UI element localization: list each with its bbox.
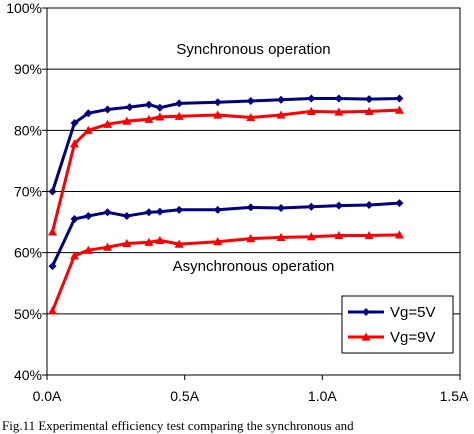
data-point	[306, 106, 316, 115]
data-point	[155, 207, 164, 216]
data-point	[394, 105, 404, 114]
data-point	[365, 95, 374, 104]
gridlines	[47, 68, 460, 315]
data-point	[84, 109, 93, 118]
y-tick-label: 40%	[14, 367, 42, 383]
series-layer	[48, 94, 404, 315]
data-point	[70, 118, 79, 127]
legend: Vg=5V Vg=9V	[341, 295, 454, 354]
annotation-label: Asynchronous operation	[173, 258, 335, 275]
data-point	[48, 227, 58, 236]
data-point	[213, 98, 222, 107]
legend-entry-label: Vg=5V	[390, 304, 435, 321]
y-tick-label: 50%	[14, 306, 42, 322]
data-point	[144, 114, 154, 123]
data-point	[213, 110, 223, 119]
data-point	[334, 201, 343, 210]
y-tick-label: 100%	[6, 0, 42, 16]
data-point	[276, 110, 286, 119]
data-point	[48, 262, 57, 271]
data-point	[365, 200, 374, 209]
data-point	[103, 242, 113, 251]
data-point	[144, 100, 153, 109]
data-point	[125, 103, 134, 112]
x-tick-label: 1.5A	[440, 388, 469, 404]
annotations: Synchronous operation Asynchronous operat…	[173, 41, 335, 275]
series-vg-5v-synchronous	[48, 94, 404, 196]
data-point	[307, 94, 316, 103]
data-point	[174, 111, 184, 120]
data-point	[307, 202, 316, 211]
data-point	[84, 211, 93, 220]
data-point	[103, 105, 112, 114]
data-point	[395, 94, 404, 103]
data-point	[175, 99, 184, 108]
data-point	[213, 205, 222, 214]
data-point	[103, 208, 112, 217]
legend-marker	[362, 308, 370, 316]
data-point	[334, 231, 344, 240]
data-point	[155, 103, 164, 112]
data-point	[155, 235, 165, 245]
data-point	[144, 208, 153, 217]
series-vg-9v-synchronous	[48, 105, 404, 236]
data-point	[334, 107, 344, 116]
legend-box	[341, 295, 454, 354]
axis-ticks: 40% 50% 60% 70% 80% 90% 100% 0.0A 0.5A 1.0A 1.5A	[6, 0, 469, 404]
y-tick-label: 80%	[14, 122, 42, 138]
data-point	[246, 203, 255, 212]
data-point	[395, 199, 404, 208]
x-tick-label: 1.0A	[308, 388, 337, 404]
data-point	[48, 306, 58, 315]
data-point	[364, 106, 374, 115]
data-point	[155, 112, 165, 121]
data-point	[70, 215, 79, 224]
annotation-label: Synchronous operation	[176, 41, 330, 58]
y-tick-label: 60%	[14, 245, 42, 261]
x-tick-label: 0.0A	[33, 388, 62, 404]
data-point	[122, 238, 132, 248]
x-tick-label: 0.5A	[170, 388, 199, 404]
data-point	[48, 187, 57, 196]
data-point	[174, 239, 184, 248]
y-tick-label: 70%	[14, 184, 42, 200]
series-vg-9v-asynchronous	[48, 230, 404, 315]
series-vg-5v-asynchronous	[48, 199, 404, 271]
data-point	[246, 112, 256, 122]
data-point	[70, 251, 80, 260]
data-point	[175, 205, 184, 214]
data-point	[83, 125, 93, 134]
data-point	[276, 232, 286, 241]
data-point	[83, 245, 93, 254]
data-point	[70, 139, 80, 148]
data-point	[103, 119, 113, 128]
data-point	[213, 237, 223, 246]
legend-marker	[361, 332, 371, 341]
data-point	[277, 204, 286, 213]
data-point	[122, 116, 132, 125]
y-tick-label: 90%	[14, 61, 42, 77]
data-point	[334, 94, 343, 103]
figure-caption: Fig.11 Experimental efficiency test comp…	[2, 418, 354, 433]
data-point	[306, 232, 316, 241]
data-point	[122, 211, 131, 220]
data-point	[277, 95, 286, 104]
data-point	[394, 230, 404, 239]
data-point	[246, 96, 255, 105]
data-point	[144, 237, 154, 246]
legend-entry-label: Vg=9V	[390, 329, 435, 346]
data-point	[246, 234, 256, 243]
data-point	[364, 231, 374, 240]
